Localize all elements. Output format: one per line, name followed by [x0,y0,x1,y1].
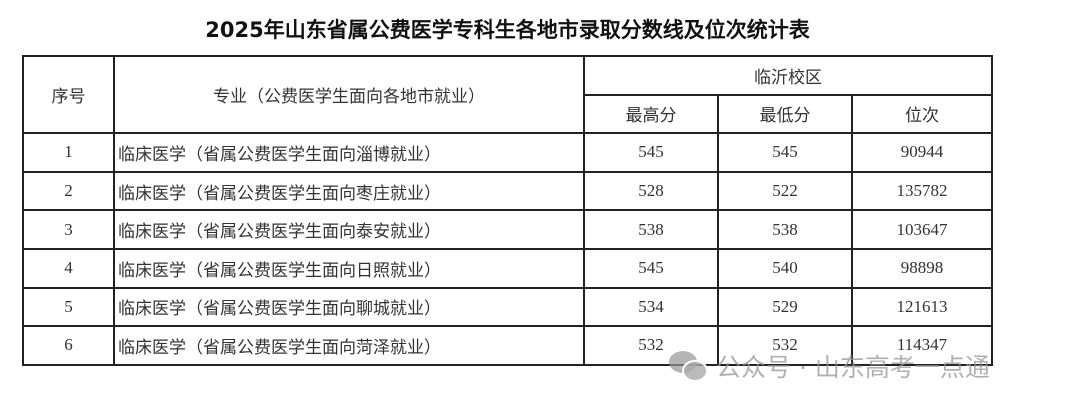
cell-major: 临床医学（省属公费医学生面向泰安就业） [113,209,585,250]
header-max: 最高分 [583,93,719,135]
cell-index: 6 [22,325,115,366]
cell-major: 临床医学（省属公费医学生面向枣庄就业） [113,170,585,212]
cell-rank: 98898 [851,247,993,289]
table-row: 3 临床医学（省属公费医学生面向泰安就业） 538 538 103647 [22,209,993,250]
cell-rank: 114347 [851,325,993,366]
table-row: 6 临床医学（省属公费医学生面向菏泽就业） 532 532 114347 [22,325,993,366]
cell-major: 临床医学（省属公费医学生面向日照就业） [113,247,585,289]
cell-min: 529 [717,286,853,328]
watermark-text: 公众号 · 山东高考一点通 [716,353,990,382]
cell-rank: 121613 [851,286,993,328]
cell-rank: 103647 [851,209,993,250]
cell-min: 545 [717,132,853,173]
cell-index: 3 [22,209,115,250]
table-row: 1 临床医学（省属公费医学生面向淄博就业） 545 545 90944 [22,132,993,173]
header-campus: 临沂校区 [583,55,993,96]
cell-rank: 90944 [851,132,993,173]
table-row: 2 临床医学（省属公费医学生面向枣庄就业） 528 522 135782 [22,170,993,212]
watermark: 公众号 · 山东高考一点通 [668,348,990,384]
cell-major: 临床医学（省属公费医学生面向菏泽就业） [113,325,585,366]
cell-max: 545 [583,247,719,289]
cell-min: 538 [717,209,853,250]
cell-rank: 135782 [851,170,993,212]
cell-index: 4 [22,247,115,289]
wechat-icon [669,351,708,382]
page-title: 2025年山东省属公费医学专科生各地市录取分数线及位次统计表 [205,18,810,42]
header-rank: 位次 [851,93,993,135]
cell-max: 528 [583,170,719,212]
cell-max: 538 [583,209,719,250]
header-row: 序号 专业（公费医学生面向各地市就业） 临沂校区 [22,54,993,135]
cell-max: 545 [583,132,719,173]
table-row: 4 临床医学（省属公费医学生面向日照就业） 545 540 98898 [22,247,993,289]
cell-major: 临床医学（省属公费医学生面向聊城就业） [113,286,585,328]
cell-min: 522 [717,170,853,212]
cell-max: 534 [583,286,719,328]
cell-major: 临床医学（省属公费医学生面向淄博就业） [113,132,585,173]
cell-min: 540 [717,247,853,289]
header-index: 序号 [22,54,115,135]
cell-index: 5 [22,286,115,328]
header-min: 最低分 [717,93,853,135]
cell-index: 2 [22,170,115,212]
score-table: 序号 专业（公费医学生面向各地市就业） 临沂校区 最高分 最低分 位次 1 临床医… [22,54,993,366]
table-row: 5 临床医学（省属公费医学生面向聊城就业） 534 529 121613 [22,286,993,328]
header-major: 专业（公费医学生面向各地市就业） [113,54,585,135]
subheader-row: 最高分 最低分 位次 [23,93,993,135]
cell-min: 532 [717,325,853,366]
cell-index: 1 [22,132,115,173]
